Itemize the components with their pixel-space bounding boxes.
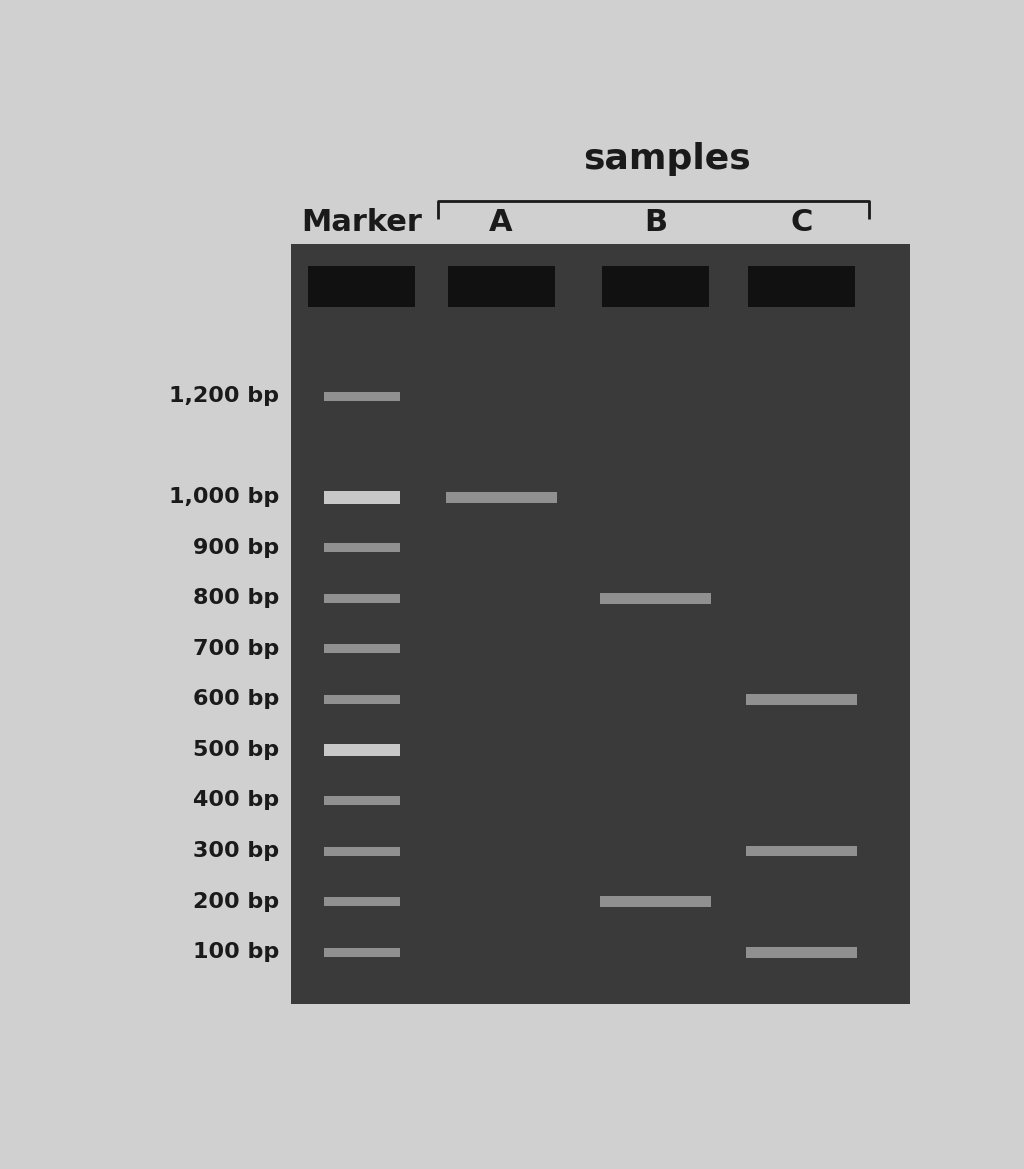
Text: 600 bp: 600 bp [193, 690, 279, 710]
Bar [600, 897, 712, 907]
Text: Marker: Marker [301, 208, 422, 236]
Bar [325, 392, 399, 401]
Text: 1,200 bp: 1,200 bp [169, 386, 279, 406]
Text: 1,000 bp: 1,000 bp [169, 487, 279, 507]
Bar [325, 594, 399, 603]
Text: 200 bp: 200 bp [193, 892, 279, 912]
Text: 800 bp: 800 bp [193, 588, 279, 608]
Bar [745, 694, 857, 705]
Bar [745, 845, 857, 857]
Text: samples: samples [584, 143, 751, 177]
Bar [600, 593, 712, 603]
Bar [325, 743, 399, 756]
Bar [325, 897, 399, 906]
Text: 300 bp: 300 bp [193, 841, 279, 862]
Bar [745, 947, 857, 957]
Bar [748, 267, 855, 306]
Bar [325, 491, 399, 504]
Text: 700 bp: 700 bp [193, 638, 279, 659]
Text: 400 bp: 400 bp [193, 790, 279, 810]
Text: 100 bp: 100 bp [193, 942, 279, 962]
Bar [447, 267, 555, 306]
Bar [325, 846, 399, 856]
Text: 900 bp: 900 bp [193, 538, 279, 558]
Bar [602, 267, 710, 306]
Bar [325, 644, 399, 653]
Bar [325, 948, 399, 956]
Text: C: C [791, 208, 813, 236]
Bar [325, 544, 399, 552]
Text: B: B [644, 208, 668, 236]
Bar [291, 244, 909, 1004]
Bar [308, 267, 416, 306]
Text: 500 bp: 500 bp [193, 740, 279, 760]
Bar [445, 492, 557, 503]
Text: A: A [489, 208, 513, 236]
Bar [325, 694, 399, 704]
Bar [325, 796, 399, 805]
